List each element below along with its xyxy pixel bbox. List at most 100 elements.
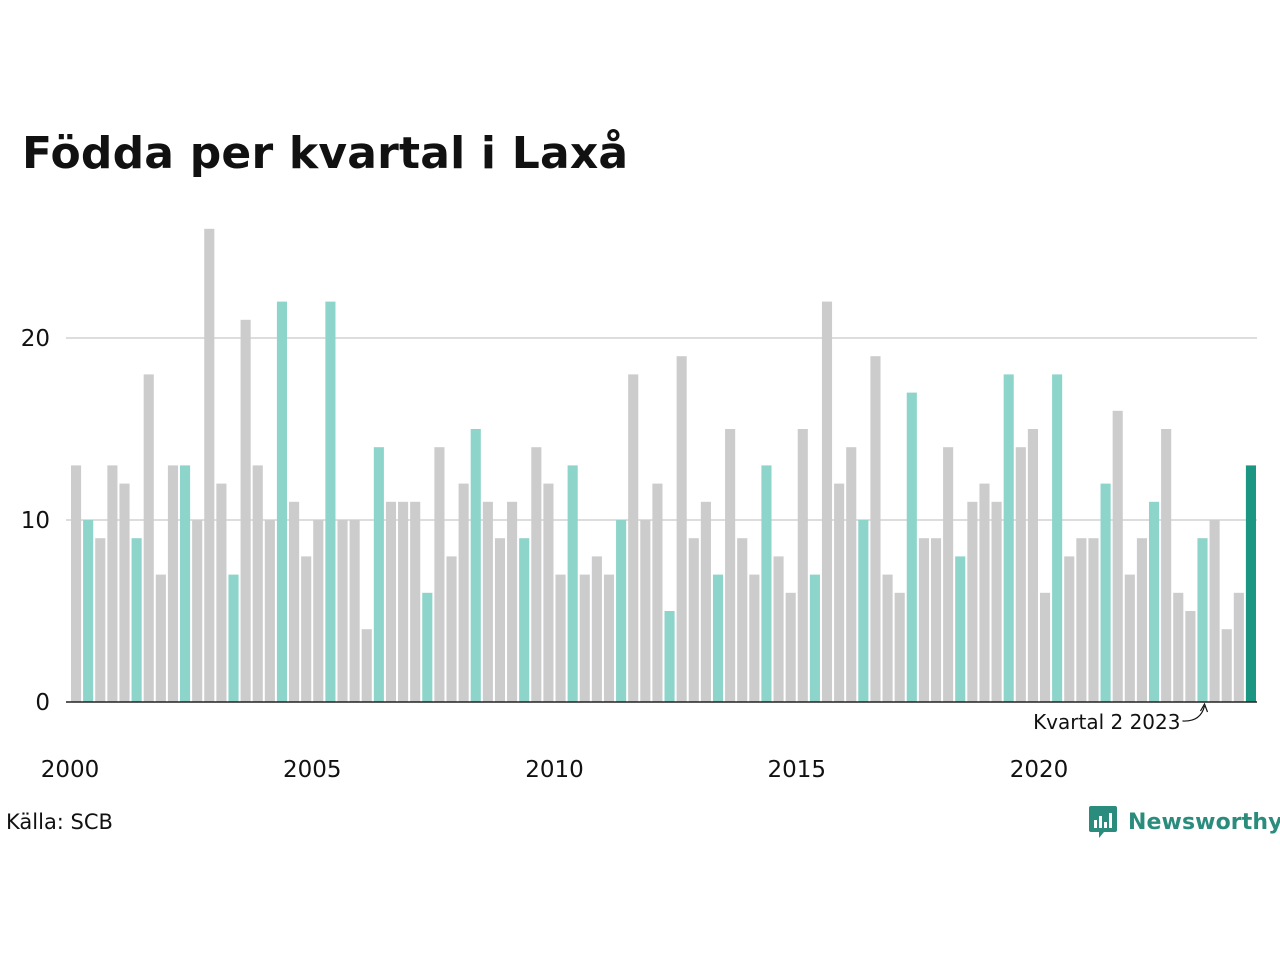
bar-2007-k1 [410,501,421,702]
bar-2004-k3 [289,501,300,702]
bar-2011-k1 [603,574,615,702]
bar-2023-k4 [1221,629,1232,702]
bar-2016-k2 [858,520,869,702]
x-tick-label-2015: 2015 [767,757,826,783]
bar-2006-k1 [361,629,372,702]
source-label: Källa: SCB [6,810,113,834]
bar-2014-k3 [773,556,784,702]
bar-2009-k3 [531,447,542,702]
y-tick-label-10: 10 [21,508,50,534]
bar-2009-k2 [519,538,530,702]
bar-2019-k2 [1003,374,1014,702]
bar-2007-k3 [434,447,445,702]
bar-2022-k4 [1173,592,1184,702]
bar-2008-k1 [458,483,469,702]
y-tick-label-0: 0 [35,690,50,716]
bar-chart-icon [1089,806,1117,838]
bar-2023-k1 [1185,611,1196,702]
bar-2015-k2 [809,574,820,702]
bar-2018-k4 [979,483,990,702]
x-tick-label-2000: 2000 [41,757,100,783]
bar-2017-k2 [906,392,917,702]
bar-2015-k3 [821,301,833,702]
bar-2015-k4 [834,483,845,702]
bar-2010-k2 [567,465,578,702]
bars [71,228,1256,703]
bar-2011-k4 [640,520,651,702]
bar-2014-k1 [749,574,760,702]
bar-2008-k4 [494,538,506,702]
bar-2023-k3 [1209,520,1220,702]
bar-2005-k2 [325,301,336,702]
bar-2018-k3 [967,501,978,702]
bar-2018-k2 [955,556,966,702]
bar-2011-k3 [628,374,639,702]
brand-name: Newsworthy [1128,809,1280,835]
bar-2013-k1 [700,501,711,702]
bar-2021-k1 [1088,538,1099,702]
bar-2020-k3 [1064,556,1075,702]
bar-2012-k2 [664,611,675,702]
bar-2020-k1 [1039,592,1051,702]
bar-2020-k4 [1076,538,1087,702]
bar-2022-k3 [1161,429,1172,702]
annotation-arrowhead [1199,702,1209,713]
bar-2012-k1 [652,483,663,702]
bar-2001-k1 [119,483,130,702]
bar-2023-k2 [1197,538,1208,702]
bar-2021-k4 [1124,574,1135,702]
annotation-arrow [1182,705,1206,722]
annotation-label: Kvartal 2 2023 [1033,710,1180,734]
bar-2006-k4 [398,501,409,702]
bar-2003-k3 [240,319,251,702]
bar-2009-k1 [507,501,518,702]
bar-2017-k1 [894,592,905,702]
bar-2004-k2 [276,301,288,702]
bar-2021-k2 [1100,483,1111,702]
bar-2006-k3 [385,501,397,702]
bar-2005-k3 [337,520,348,702]
bar-2004-k1 [264,520,275,702]
bar-2000-k2 [83,520,94,702]
bar-2005-k1 [313,520,324,702]
bar-2004-k4 [301,556,312,702]
bar-2012-k4 [688,538,699,702]
bar-2022-k2 [1148,501,1160,702]
x-tick-label-2005: 2005 [283,757,342,783]
bar-2001-k4 [155,574,166,702]
bar-2019-k4 [1027,429,1038,702]
chart-title: Födda per kvartal i Laxå [22,128,629,179]
bar-2002-k3 [192,520,203,702]
bar-2019-k1 [991,501,1002,702]
tick-labels: 0 10 20 2000 2005 2010 2015 2020 [21,326,1069,783]
bar-2013-k3 [725,429,736,702]
bar-2024-k2 [1245,465,1256,702]
bar-2002-k1 [167,465,179,702]
bar-2013-k2 [712,574,724,702]
bar-2010-k3 [579,574,590,702]
bar-2017-k3 [918,538,929,702]
bar-2016-k1 [846,447,857,702]
bar-2012-k3 [676,356,687,702]
bar-2000-k3 [95,538,106,702]
bar-2003-k2 [228,574,239,702]
bar-2016-k3 [870,356,881,702]
bar-2000-k1 [71,465,82,702]
bar-2007-k4 [446,556,457,702]
bar-2006-k2 [373,447,384,702]
bar-2000-k4 [107,465,118,702]
bar-2008-k2 [470,429,481,702]
bar-2018-k1 [943,447,954,702]
annotation: Kvartal 2 2023 [1033,702,1209,734]
bar-2014-k4 [785,592,796,702]
bar-2002-k4 [204,228,215,703]
bar-2001-k2 [131,538,142,702]
bar-2011-k2 [616,520,627,702]
bar-2005-k4 [349,520,360,702]
bar-2015-k1 [797,429,808,702]
newsworthy-logo: Newsworthy [1088,804,1280,840]
x-tick-label-2010: 2010 [525,757,584,783]
y-tick-label-20: 20 [21,326,50,352]
bar-2009-k4 [543,483,554,702]
